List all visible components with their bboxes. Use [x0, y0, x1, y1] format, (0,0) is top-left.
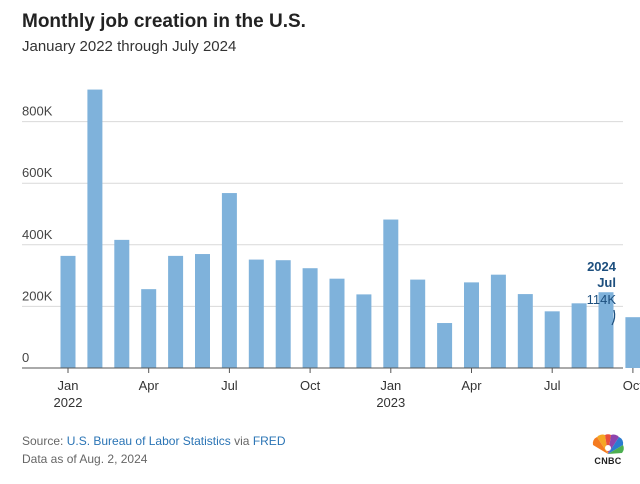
- gridlines: 0 200K 400K 600K 800K: [22, 104, 623, 365]
- y-tick-label: 400K: [22, 227, 53, 242]
- x-tick-label: Jul: [221, 378, 238, 393]
- source-prefix: Source:: [22, 434, 67, 448]
- x-axis-ticks: Jan2022AprJulOctJan2023AprJulOctJan2024A…: [54, 368, 640, 410]
- x-tick-label: Apr: [461, 378, 482, 393]
- annotation: 2024 Jul 114K: [587, 259, 617, 326]
- x-tick-label: Oct: [300, 378, 321, 393]
- bar-2023-03: [437, 323, 453, 368]
- bar-2022-08: [248, 259, 264, 368]
- x-tick-year-label: 2022: [54, 395, 83, 410]
- chart-subtitle: January 2022 through July 2024: [22, 38, 237, 55]
- bar-2023-09: [598, 292, 614, 368]
- bar-2023-06: [517, 294, 533, 368]
- bar-2022-03: [114, 239, 130, 368]
- bar-2023-04: [464, 282, 479, 368]
- y-tick-label: 200K: [22, 288, 53, 303]
- y-tick-label: 600K: [22, 165, 53, 180]
- source-link-fred[interactable]: FRED: [252, 434, 286, 448]
- chart-title: Monthly job creation in the U.S.: [22, 11, 306, 32]
- x-tick-label: Jul: [544, 378, 561, 393]
- bar-2022-11: [329, 278, 345, 368]
- bar-2023-10: [625, 317, 640, 368]
- bar-2022-05: [168, 255, 184, 368]
- bar-2023-02: [410, 279, 426, 368]
- x-tick-label: Apr: [139, 378, 160, 393]
- annotation-year: 2024: [587, 259, 617, 274]
- data-as-of-note: Data as of Aug. 2, 2024: [22, 452, 148, 466]
- bar-2022-02: [87, 89, 103, 369]
- source-link-bls[interactable]: U.S. Bureau of Labor Statistics: [66, 434, 231, 448]
- annotation-month: Jul: [597, 275, 616, 290]
- bar-2023-08: [571, 303, 587, 368]
- bars: [60, 89, 640, 369]
- bar-chart: 0 200K 400K 600K 800K Jan 2022 Apr Jul Oct Jan 202…: [22, 89, 640, 410]
- bar-2022-06: [195, 254, 210, 368]
- bar-2022-01: [60, 255, 76, 368]
- y-tick-label: 800K: [22, 104, 53, 119]
- source-note: Source: U.S. Bureau of Labor Statistics …: [22, 434, 285, 448]
- y-tick-label: 0: [22, 350, 29, 365]
- source-via: via: [230, 434, 253, 448]
- bar-2022-09: [275, 260, 291, 368]
- cnbc-logo: CNBC: [588, 432, 628, 470]
- bar-2023-01: [383, 219, 399, 368]
- peacock-icon: [592, 434, 624, 454]
- cnbc-logo-text: CNBC: [594, 456, 622, 466]
- bar-2022-10: [302, 268, 318, 368]
- bar-2023-07: [544, 311, 560, 368]
- bar-2022-04: [141, 289, 157, 368]
- bar-2023-05: [490, 274, 506, 368]
- bar-2022-07: [221, 193, 237, 368]
- x-tick-label: Oct: [623, 378, 640, 393]
- x-tick-year-label: 2023: [376, 395, 405, 410]
- annotation-leader-line: [611, 309, 616, 326]
- bar-2022-12: [356, 294, 372, 368]
- x-tick-label: Jan: [380, 378, 401, 393]
- annotation-value: 114K: [587, 292, 617, 307]
- x-tick-label: Jan: [58, 378, 79, 393]
